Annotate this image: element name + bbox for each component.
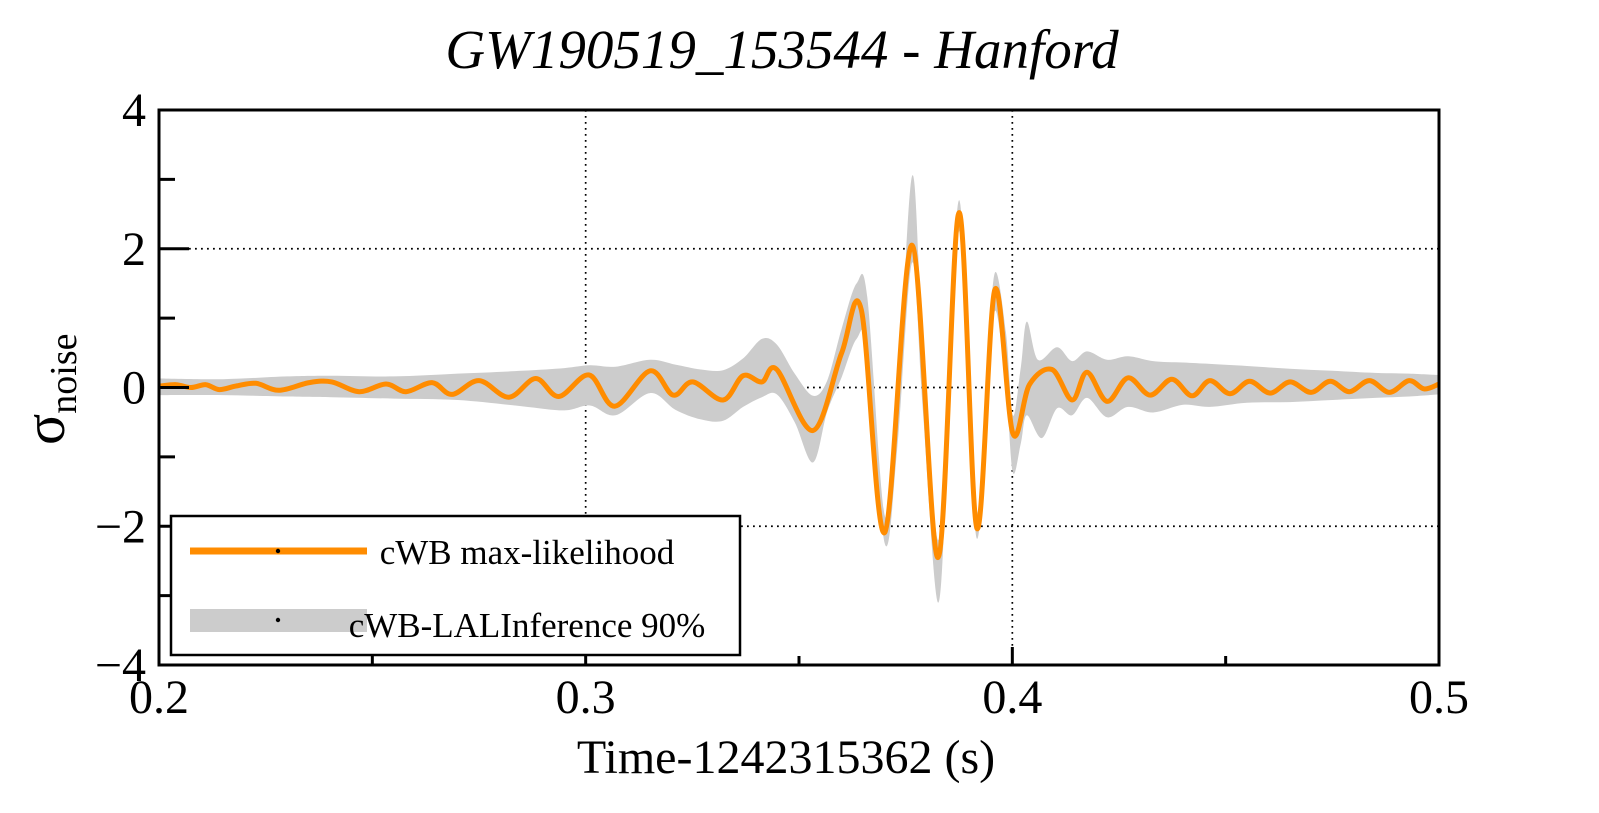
data-series	[159, 175, 1439, 603]
legend-label-line: cWB max-likelihood	[380, 533, 675, 572]
x-axis-title: Time-1242315362 (s)	[577, 731, 995, 784]
tick-labels: 0.2 0.3 0.4 0.5 −4 −2 0 2 4	[95, 84, 1469, 724]
legend: cWB max-likelihood cWB-LALInference 90%	[169, 514, 742, 657]
y-tick-label: −2	[95, 500, 146, 553]
x-tick-label: 0.5	[1409, 671, 1469, 724]
y-tick-label: −4	[95, 639, 146, 692]
y-tick-label: 4	[122, 84, 146, 137]
chart-title: GW190519_153544 - Hanford	[445, 19, 1119, 80]
max-likelihood-curve	[159, 210, 1439, 561]
x-tick-label: 0.2	[129, 671, 189, 724]
x-tick-label: 0.4	[982, 671, 1042, 724]
legend-band-marker	[275, 617, 281, 623]
y-axis-title: σnoise	[12, 334, 85, 445]
y-axis-symbol: σ	[12, 414, 77, 445]
legend-label-band: cWB-LALInference 90%	[349, 606, 706, 645]
x-tick-label: 0.3	[556, 671, 616, 724]
y-tick-label: 0	[122, 362, 146, 415]
y-tick-label: 2	[122, 223, 146, 276]
legend-line-marker	[275, 548, 281, 554]
y-axis-subscript: noise	[43, 334, 85, 414]
confidence-band	[159, 175, 1439, 603]
